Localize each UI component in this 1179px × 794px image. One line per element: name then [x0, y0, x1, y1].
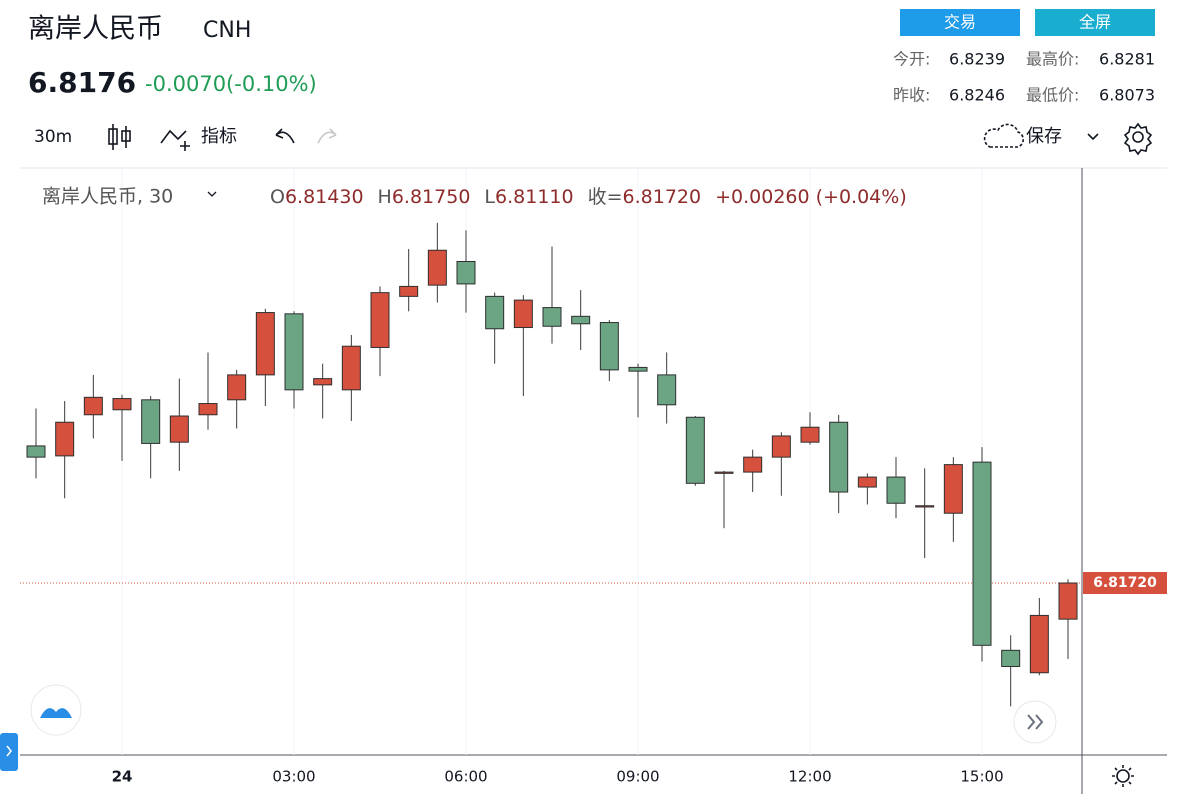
legend-name: 离岸人民币, 30: [42, 186, 173, 208]
candle-body: [628, 366, 648, 372]
legend-change: +0.00260 (+0.04%): [715, 186, 907, 208]
chart-type-icon[interactable]: [108, 124, 131, 150]
indicators-icon[interactable]: [160, 129, 190, 151]
candle-body: [227, 374, 247, 401]
candle-body: [915, 505, 935, 508]
last-price: 6.8176: [28, 66, 136, 99]
fullscreen-button[interactable]: [1035, 9, 1155, 36]
price-tag-label: 6.81720: [1093, 575, 1157, 591]
save-button[interactable]: 保存: [1026, 126, 1062, 147]
candle-body: [599, 322, 619, 371]
indicators-button[interactable]: 指标: [201, 126, 237, 147]
legend-value: 6.81720: [623, 186, 702, 208]
candle-body: [743, 456, 763, 473]
legend-dropdown[interactable]: [207, 191, 217, 197]
candle-body: [399, 285, 419, 297]
stat-label: 最低价:: [1026, 86, 1079, 105]
interval-button[interactable]: 30m: [34, 127, 72, 147]
stat-label: 最高价:: [1026, 50, 1079, 69]
legend-value: 6.81750: [392, 186, 471, 208]
redo-icon[interactable]: [317, 128, 337, 144]
trade-button-label[interactable]: 交易: [944, 13, 976, 32]
legend-label: 收=: [588, 186, 623, 208]
stat-value: 6.8246: [949, 86, 1005, 105]
candle-body: [485, 295, 505, 330]
legend-ohlc: O6.81430 H6.81750 L6.81110 收=6.81720 +0.0026…: [270, 186, 907, 208]
candle-body: [427, 249, 447, 286]
candle-body: [341, 345, 361, 391]
scroll-right-icon[interactable]: [1027, 714, 1044, 730]
candle-body: [857, 476, 877, 488]
candle-body: [255, 312, 275, 376]
candle-body: [1029, 614, 1049, 674]
legend-label: O: [270, 186, 285, 208]
side-panel-toggle[interactable]: [0, 733, 18, 771]
candle-body: [313, 378, 333, 386]
candle-body: [829, 421, 849, 493]
candle-body: [26, 445, 46, 458]
x-tick-label: 15:00: [960, 768, 1003, 786]
candle-body: [141, 399, 161, 444]
candle-body: [886, 476, 906, 504]
candle-body: [370, 292, 390, 348]
logo-mark[interactable]: [40, 708, 72, 718]
candle-body: [657, 374, 677, 406]
stat-value: 6.8239: [949, 50, 1005, 69]
stat-value: 6.8073: [1099, 86, 1155, 105]
side-panel-arrow[interactable]: [6, 745, 12, 757]
legend-label: L: [484, 186, 495, 208]
candle-body: [800, 426, 820, 443]
logo-button[interactable]: [30, 684, 82, 736]
instrument-title: 离岸人民币: [28, 14, 163, 45]
stat-label: 今开:: [893, 50, 930, 69]
trade-button[interactable]: [900, 9, 1020, 36]
price-tag: [1083, 572, 1167, 595]
legend-label: H: [378, 186, 392, 208]
stat-value: 6.8281: [1099, 50, 1155, 69]
candle-body: [284, 313, 304, 391]
x-tick-label: 12:00: [788, 768, 831, 786]
candle-body: [714, 471, 734, 474]
candle-body: [83, 396, 103, 416]
time-axis-settings[interactable]: [1112, 765, 1134, 787]
candle-body: [542, 307, 562, 327]
price-change: -0.0070(-0.10%): [145, 72, 317, 96]
candle-body: [456, 260, 476, 285]
candle-body: [571, 315, 591, 325]
candle-body: [55, 421, 75, 457]
candle-body: [943, 464, 963, 514]
candle-body: [169, 415, 189, 443]
instrument-symbol: CNH: [203, 18, 251, 43]
x-tick-label: 09:00: [616, 768, 659, 786]
x-tick-label: 06:00: [444, 768, 487, 786]
save-dropdown[interactable]: [1087, 133, 1099, 141]
candle-body: [972, 461, 992, 646]
plot: [20, 168, 1082, 755]
legend-value: 6.81110: [495, 186, 574, 208]
legend-value: 6.81430: [285, 186, 364, 208]
candle-body: [198, 403, 218, 416]
candle-body: [513, 299, 533, 329]
fullscreen-button-label[interactable]: 全屏: [1079, 13, 1111, 32]
candle-body: [112, 398, 132, 411]
save-cloud-icon[interactable]: [983, 123, 1024, 148]
candle-body: [1001, 649, 1021, 668]
candle-body: [1058, 582, 1078, 620]
undo-icon[interactable]: [275, 128, 295, 144]
x-tick-label: 03:00: [272, 768, 315, 786]
stat-label: 昨收:: [893, 86, 930, 105]
settings-icon[interactable]: [1123, 122, 1153, 156]
x-tick-label: 24: [112, 768, 133, 786]
candle-body: [771, 435, 791, 458]
candle-body: [685, 416, 705, 484]
